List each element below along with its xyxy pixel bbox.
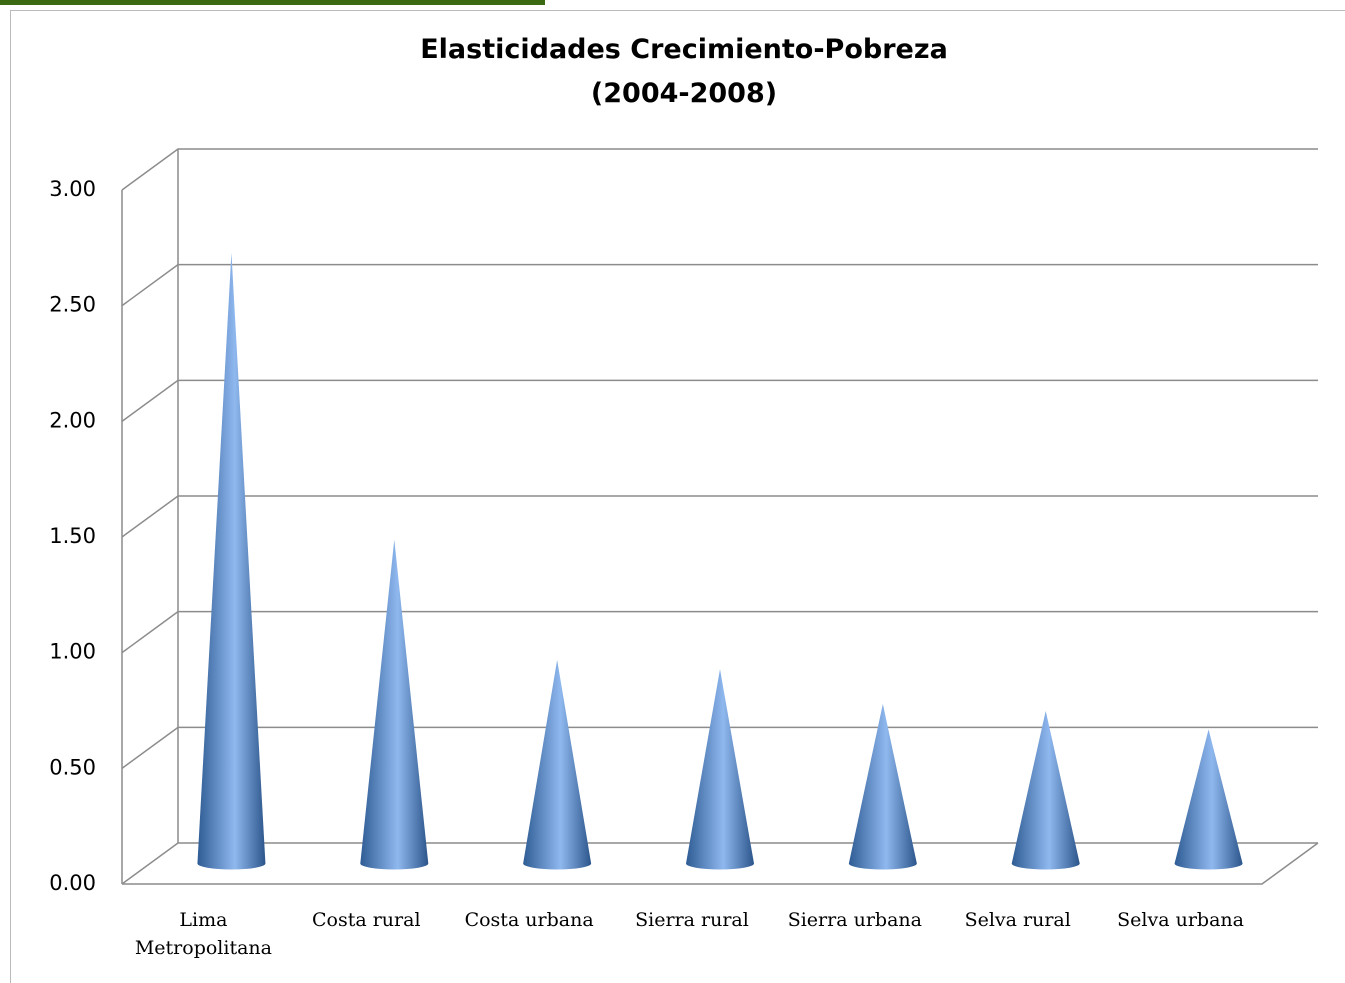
cone bbox=[523, 659, 592, 870]
cone bbox=[848, 703, 917, 870]
y-tick-label: 0.00 bbox=[49, 871, 96, 895]
x-tick-label: Costa rural bbox=[312, 909, 421, 931]
cone bbox=[360, 539, 429, 870]
y-tick-label: 1.00 bbox=[49, 640, 96, 664]
grid-line bbox=[121, 726, 1318, 769]
y-tick-label: 1.50 bbox=[49, 524, 96, 548]
y-tick-label: 2.50 bbox=[49, 293, 96, 317]
x-tick-label: Lima Metropolitana bbox=[134, 909, 272, 959]
cone bbox=[686, 669, 754, 870]
frame bbox=[10, 10, 1345, 983]
cone bbox=[1174, 729, 1243, 870]
grid-line bbox=[121, 379, 1318, 422]
grid-line bbox=[121, 263, 1318, 307]
x-tick-label: Sierra urbana bbox=[787, 909, 922, 931]
top-bar bbox=[0, 0, 545, 5]
y-tick-label: 2.00 bbox=[49, 408, 96, 432]
y-tick-label: 0.50 bbox=[49, 755, 96, 779]
y-tick-label: 3.00 bbox=[49, 177, 96, 201]
grid-line bbox=[121, 495, 1318, 538]
grid-line bbox=[121, 148, 1318, 191]
chart-title: Elasticidades Crecimiento-Pobreza bbox=[420, 34, 948, 65]
floor-edge bbox=[122, 842, 1319, 885]
cone bbox=[1011, 710, 1080, 870]
x-tick-label: Costa urbana bbox=[464, 909, 594, 931]
x-tick-label: Selva rural bbox=[964, 909, 1071, 931]
chart-subtitle: (2004-2008) bbox=[591, 78, 777, 109]
grid-line bbox=[121, 842, 1318, 885]
x-tick-label: Selva urbana bbox=[1117, 909, 1244, 931]
x-tick-label: Sierra rural bbox=[635, 909, 749, 931]
cone bbox=[197, 252, 266, 870]
grid-line bbox=[121, 610, 1318, 654]
